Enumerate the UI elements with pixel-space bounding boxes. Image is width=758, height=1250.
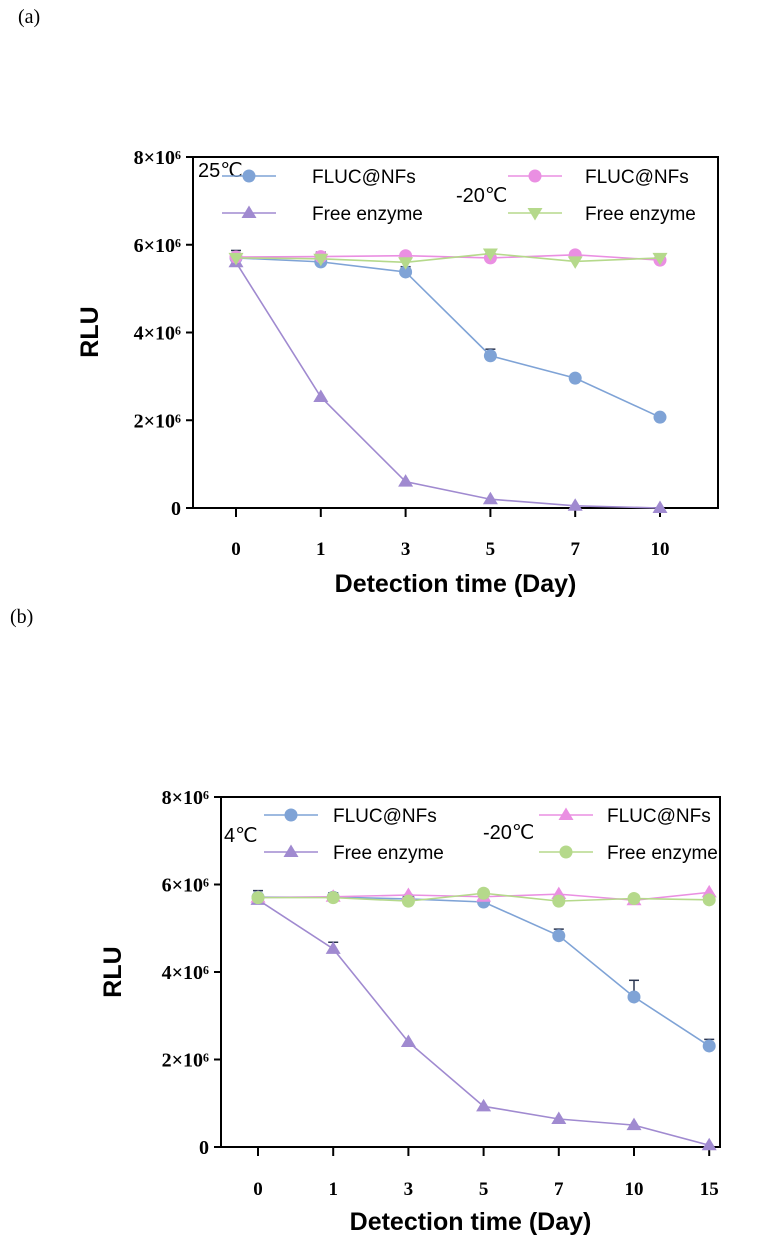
x-tick-label: 10 <box>625 1179 644 1200</box>
legend-label: Free enzyme <box>607 843 718 864</box>
data-point <box>398 474 414 487</box>
y-axis-title: RLU <box>76 306 104 357</box>
series-1 <box>250 892 717 1151</box>
series-line <box>235 261 661 509</box>
data-point <box>551 1111 567 1124</box>
data-point <box>702 893 716 907</box>
legend-label: Free enzyme <box>312 204 423 225</box>
data-point <box>653 410 667 424</box>
data-point <box>568 371 582 385</box>
data-point <box>401 894 415 908</box>
data-point <box>326 891 340 905</box>
y-tick-label: 2×10⁶ <box>162 1050 209 1072</box>
x-tick-label: 7 <box>570 539 580 560</box>
legend-group-0: 25℃ FLUC@NFs Free enzyme <box>198 160 423 225</box>
series-0 <box>251 889 716 1053</box>
legend-marker <box>242 169 256 183</box>
data-point <box>552 929 566 943</box>
legend-temperature: 4℃ <box>224 825 258 847</box>
legend-marker <box>559 845 573 859</box>
data-point <box>652 252 668 266</box>
panel-label-b: (b) <box>10 606 34 628</box>
y-axis-title: RLU <box>99 946 127 997</box>
series-3 <box>228 248 668 270</box>
y-tick-label: 2×10⁶ <box>134 410 181 432</box>
chart-a: 0 2×10⁶ 4×10⁶ 6×10⁶ 8×10⁶ 0 1 3 5 7 10 Detection ti… <box>76 147 719 598</box>
x-tick-label: 1 <box>316 539 326 560</box>
data-point <box>325 941 341 954</box>
x-tick-label: 15 <box>700 1179 719 1200</box>
legend-label: FLUC@NFs <box>333 806 437 827</box>
data-point <box>399 265 413 279</box>
legend-label: Free enzyme <box>585 204 696 225</box>
y-tick-label: 8×10⁶ <box>162 787 209 809</box>
legend-label: FLUC@NFs <box>607 806 711 827</box>
y-tick-label: 4×10⁶ <box>134 323 181 345</box>
series-line <box>235 254 661 261</box>
legend-group-1: -20℃ FLUC@NFs Free enzyme <box>456 167 696 225</box>
y-tick-label: 4×10⁶ <box>162 962 209 984</box>
data-point <box>313 389 329 402</box>
series-1 <box>228 254 668 513</box>
legend-marker <box>241 205 257 218</box>
x-tick-label: 0 <box>231 539 241 560</box>
legend-marker <box>528 169 542 183</box>
data-point <box>627 892 641 905</box>
data-point <box>702 1039 716 1053</box>
data-point <box>483 349 497 363</box>
x-tick-label: 0 <box>253 1179 263 1200</box>
x-tick-label: 3 <box>404 1179 414 1200</box>
data-point <box>652 500 668 513</box>
data-point <box>400 1034 416 1047</box>
legend-temperature: -20℃ <box>483 822 534 844</box>
legend-marker <box>284 808 298 822</box>
x-axis-title: Detection time (Day) <box>335 570 577 598</box>
legend-temperature: 25℃ <box>198 160 243 182</box>
series-line <box>258 896 710 1047</box>
data-point <box>626 1117 642 1131</box>
data-point <box>476 1098 492 1112</box>
data-point <box>482 491 498 505</box>
data-point <box>627 990 641 1004</box>
x-axis-title: Detection time (Day) <box>350 1208 592 1236</box>
x-tick-label: 7 <box>554 1179 564 1200</box>
x-tick-label: 3 <box>401 539 411 560</box>
data-point <box>482 248 498 262</box>
x-tick-label: 1 <box>328 1179 338 1200</box>
legend-label: FLUC@NFs <box>312 167 416 188</box>
series-line <box>235 257 661 418</box>
y-tick-label: 6×10⁶ <box>134 235 181 257</box>
data-point <box>552 894 566 908</box>
data-point <box>398 257 414 270</box>
y-tick-label: 0 <box>171 498 181 520</box>
x-tick-label: 5 <box>479 1179 489 1200</box>
legend-group-1: -20℃ FLUC@NFs Free enzyme <box>483 806 718 864</box>
y-tick-label: 8×10⁶ <box>134 147 181 169</box>
chart-b: 0 2×10⁶ 4×10⁶ 6×10⁶ 8×10⁶ 0 1 3 5 7 10 15 Detection … <box>99 787 721 1236</box>
x-tick-label: 10 <box>651 539 670 560</box>
y-tick-label: 0 <box>199 1137 209 1159</box>
data-point <box>701 884 717 898</box>
series-0 <box>229 251 667 424</box>
legend-marker <box>283 844 299 857</box>
data-point <box>567 498 583 511</box>
y-tick-label: 6×10⁶ <box>162 875 209 897</box>
legend-label: Free enzyme <box>333 843 444 864</box>
data-point <box>313 253 329 267</box>
legend-temperature: -20℃ <box>456 185 507 207</box>
legend-group-0: 4℃ FLUC@NFs Free enzyme <box>224 806 444 864</box>
x-tick-label: 5 <box>486 539 496 560</box>
legend-label: FLUC@NFs <box>585 167 689 188</box>
series-3 <box>251 886 716 908</box>
data-point <box>567 256 583 269</box>
series-line <box>235 252 661 264</box>
data-point <box>701 1137 717 1151</box>
data-point <box>477 886 491 900</box>
legend-marker <box>527 208 543 221</box>
panel-label-a: (a) <box>18 6 41 28</box>
data-point <box>251 891 265 905</box>
data-point <box>228 252 244 266</box>
legend-marker <box>558 807 574 820</box>
